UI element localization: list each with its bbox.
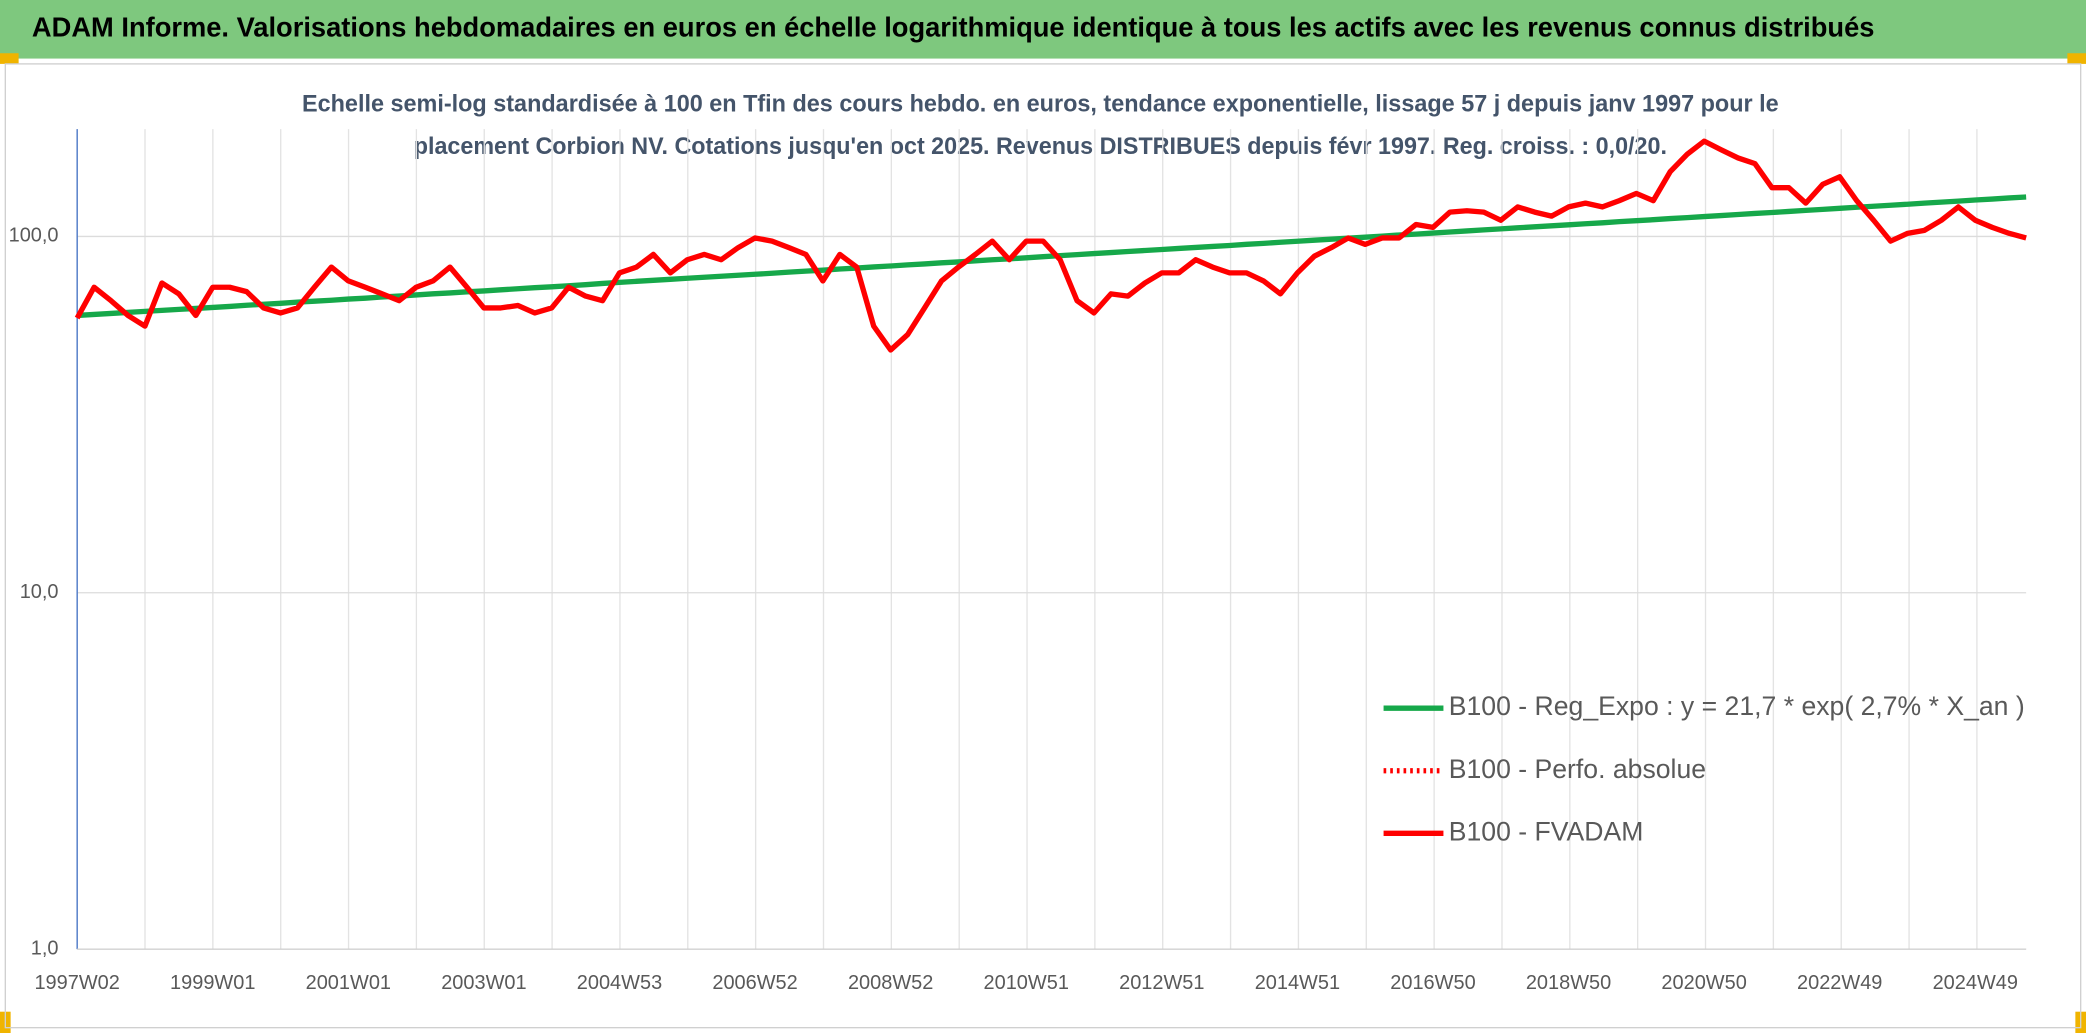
corner-mark: [2067, 53, 2086, 64]
x-tick-label: 2016W50: [1390, 972, 1475, 994]
x-tick-label: 2001W01: [306, 972, 391, 994]
x-tick-label: 1999W01: [170, 972, 255, 994]
x-tick-label: 2004W53: [577, 972, 662, 994]
y-tick-label: 10,0: [20, 581, 59, 603]
x-tick-label: 2014W51: [1255, 972, 1340, 994]
legend-label: B100 - FVADAM: [1449, 816, 1644, 846]
header-bar: [0, 0, 2086, 59]
x-tick-label: 2012W51: [1119, 972, 1204, 994]
x-tick-label: 2010W51: [984, 972, 1069, 994]
y-tick-label: 1,0: [31, 937, 59, 959]
chart-title: Echelle semi-log standardisée à 100 en T…: [302, 90, 1779, 117]
legend-label: B100 - Perfo. absolue: [1449, 754, 1706, 784]
data-line: [74, 138, 2027, 353]
corner-mark: [0, 53, 19, 64]
x-tick-label: 2006W52: [712, 972, 797, 994]
y-tick-label: 100,0: [9, 225, 59, 247]
header-title: ADAM Informe. Valorisations hebdomadaire…: [32, 12, 1875, 43]
x-tick-label: 1997W02: [34, 972, 119, 994]
x-tick-label: 2018W50: [1526, 972, 1611, 994]
x-tick-label: 2008W52: [848, 972, 933, 994]
chart-title: placement Corbion NV. Cotations jusqu'en…: [414, 133, 1667, 160]
x-tick-label: 2022W49: [1797, 972, 1882, 994]
x-tick-label: 2020W50: [1661, 972, 1746, 994]
chart-border: [4, 63, 2082, 1029]
x-tick-label: 2003W01: [441, 972, 526, 994]
legend-label: B100 - Reg_Expo : y = 21,7 * exp( 2,7% *…: [1449, 691, 2025, 721]
x-tick-label: 2024W49: [1933, 972, 2018, 994]
